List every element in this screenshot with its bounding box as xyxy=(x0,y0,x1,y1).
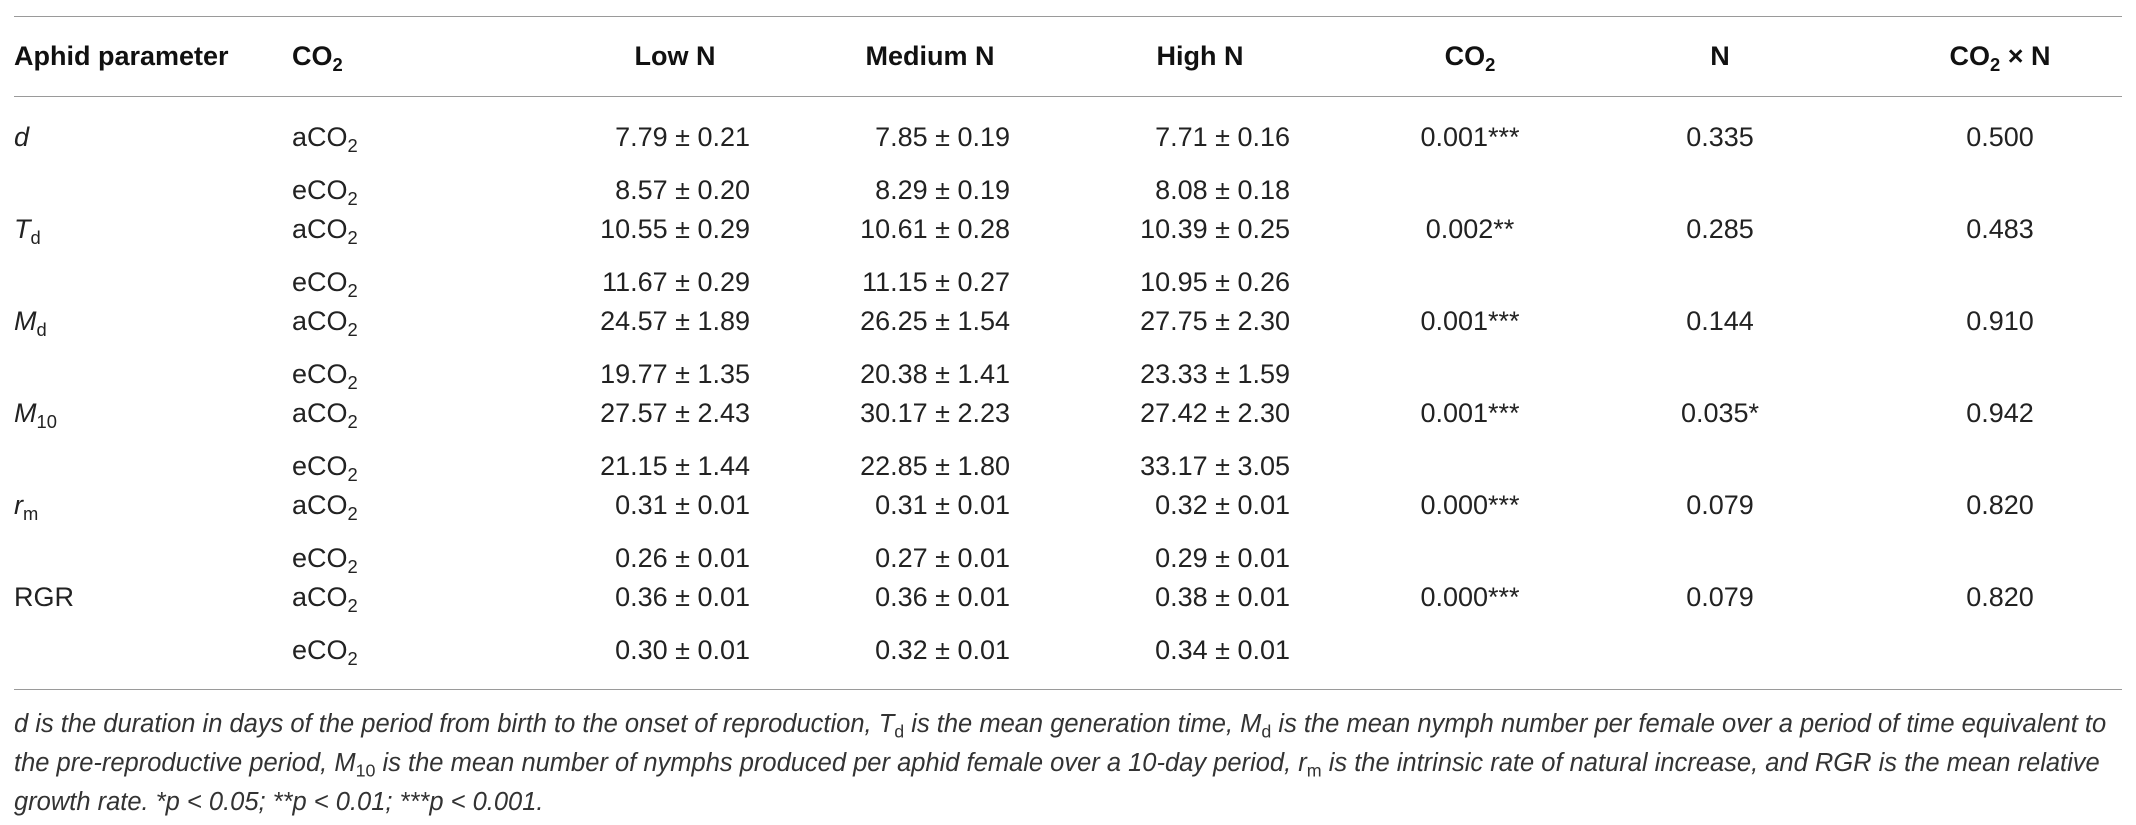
level-aco2: aCO2 xyxy=(292,490,358,524)
value-medium-n: 8.29 ± 0.19 xyxy=(875,175,1010,205)
p-n: 0.035* xyxy=(1680,398,1760,428)
value-medium-n: 0.31 ± 0.01 xyxy=(875,490,1010,520)
p-n: 0.285 xyxy=(1686,214,1754,244)
header-low-n: Low N xyxy=(634,41,716,71)
p-co2-x-n: 0.910 xyxy=(1966,306,2034,336)
table-footnote: d is the duration in days of the period … xyxy=(14,710,2107,816)
value-high-n: 23.33 ± 1.59 xyxy=(1140,359,1290,389)
value-low-n: 0.36 ± 0.01 xyxy=(615,582,750,612)
p-n: 0.079 xyxy=(1686,490,1754,520)
p-co2-x-n: 0.483 xyxy=(1966,214,2034,244)
value-medium-n: 30.17 ± 2.23 xyxy=(860,398,1010,428)
level-eco2: eCO2 xyxy=(292,359,358,393)
p-co2: 0.000*** xyxy=(1420,582,1520,612)
p-co2: 0.000*** xyxy=(1420,490,1520,520)
value-low-n: 0.26 ± 0.01 xyxy=(615,543,750,573)
value-low-n: 0.30 ± 0.01 xyxy=(615,635,750,665)
value-medium-n: 7.85 ± 0.19 xyxy=(875,122,1010,152)
param-label: RGR xyxy=(14,582,74,612)
level-eco2: eCO2 xyxy=(292,175,358,209)
value-high-n: 0.29 ± 0.01 xyxy=(1155,543,1290,573)
param-label: Td xyxy=(14,214,41,248)
value-high-n: 0.32 ± 0.01 xyxy=(1155,490,1290,520)
level-eco2: eCO2 xyxy=(292,543,358,577)
value-low-n: 10.55 ± 0.29 xyxy=(600,214,750,244)
value-high-n: 8.08 ± 0.18 xyxy=(1155,175,1290,205)
value-medium-n: 0.36 ± 0.01 xyxy=(875,582,1010,612)
level-eco2: eCO2 xyxy=(292,451,358,485)
p-n: 0.079 xyxy=(1686,582,1754,612)
value-high-n: 0.38 ± 0.01 xyxy=(1155,582,1290,612)
header-p-n: N xyxy=(1710,41,1730,71)
value-high-n: 7.71 ± 0.16 xyxy=(1155,122,1290,152)
value-high-n: 0.34 ± 0.01 xyxy=(1155,635,1290,665)
value-medium-n: 11.15 ± 0.27 xyxy=(862,267,1010,297)
value-medium-n: 22.85 ± 1.80 xyxy=(860,451,1010,481)
param-label: Md xyxy=(14,306,47,340)
p-co2-x-n: 0.820 xyxy=(1966,582,2034,612)
header-aphid-parameter: Aphid parameter xyxy=(14,41,229,71)
p-co2-x-n: 0.942 xyxy=(1966,398,2034,428)
p-n: 0.144 xyxy=(1686,306,1754,336)
value-medium-n: 20.38 ± 1.41 xyxy=(860,359,1010,389)
value-medium-n: 0.27 ± 0.01 xyxy=(875,543,1010,573)
header-medium-n: Medium N xyxy=(865,41,995,71)
level-eco2: eCO2 xyxy=(292,635,358,669)
table-bottom-rule xyxy=(14,689,2122,690)
p-co2-x-n: 0.820 xyxy=(1966,490,2034,520)
value-high-n: 33.17 ± 3.05 xyxy=(1140,451,1290,481)
p-n: 0.335 xyxy=(1686,122,1754,152)
level-aco2: aCO2 xyxy=(292,306,358,340)
value-low-n: 19.77 ± 1.35 xyxy=(600,359,750,389)
level-aco2: aCO2 xyxy=(292,398,358,432)
level-aco2: aCO2 xyxy=(292,122,358,156)
level-eco2: eCO2 xyxy=(292,267,358,301)
header-p-co2-x-n: CO2 × N xyxy=(1949,41,2051,75)
value-high-n: 27.42 ± 2.30 xyxy=(1140,398,1290,428)
value-high-n: 10.95 ± 0.26 xyxy=(1140,267,1290,297)
value-medium-n: 26.25 ± 1.54 xyxy=(860,306,1010,336)
p-co2: 0.001*** xyxy=(1420,398,1520,428)
value-medium-n: 0.32 ± 0.01 xyxy=(875,635,1010,665)
value-medium-n: 10.61 ± 0.28 xyxy=(860,214,1010,244)
level-aco2: aCO2 xyxy=(292,214,358,248)
value-low-n: 21.15 ± 1.44 xyxy=(600,451,750,481)
p-co2-x-n: 0.500 xyxy=(1966,122,2034,152)
header-co2: CO2 xyxy=(292,41,343,75)
p-co2: 0.001*** xyxy=(1420,122,1520,152)
value-low-n: 8.57 ± 0.20 xyxy=(615,175,750,205)
param-label: d xyxy=(14,122,30,152)
value-low-n: 7.79 ± 0.21 xyxy=(615,122,750,152)
header-high-n: High N xyxy=(1156,41,1244,71)
p-co2: 0.002** xyxy=(1425,214,1515,244)
level-aco2: aCO2 xyxy=(292,582,358,616)
value-high-n: 10.39 ± 0.25 xyxy=(1140,214,1290,244)
value-high-n: 27.75 ± 2.30 xyxy=(1140,306,1290,336)
value-low-n: 0.31 ± 0.01 xyxy=(615,490,750,520)
p-co2: 0.001*** xyxy=(1420,306,1520,336)
value-low-n: 11.67 ± 0.29 xyxy=(602,267,750,297)
table-top-rule xyxy=(14,16,2122,17)
param-label: rm xyxy=(14,490,39,524)
param-label: M10 xyxy=(14,398,57,432)
header-rule xyxy=(14,96,2122,97)
value-low-n: 24.57 ± 1.89 xyxy=(600,306,750,336)
header-p-co2: CO2 xyxy=(1444,41,1496,75)
value-low-n: 27.57 ± 2.43 xyxy=(600,398,750,428)
